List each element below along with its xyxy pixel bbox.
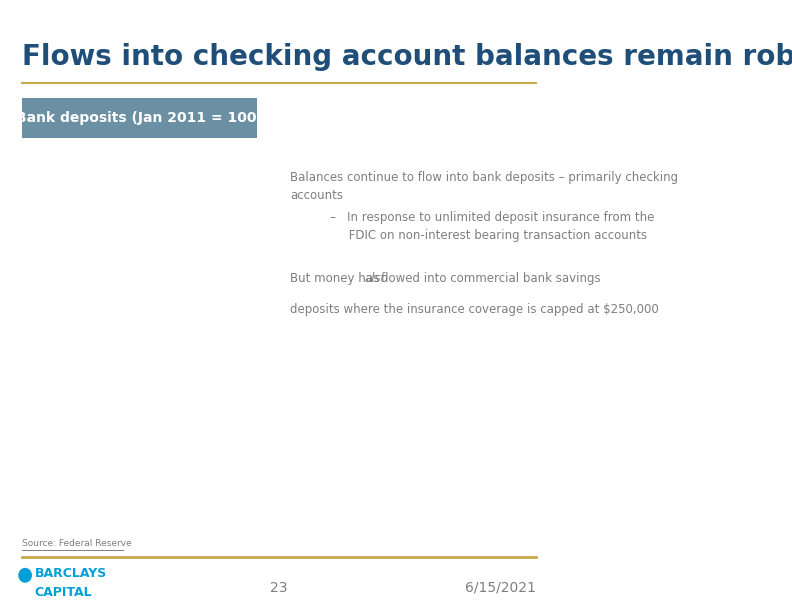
Text: 23: 23 — [271, 581, 288, 594]
Text: CAPITAL: CAPITAL — [35, 586, 92, 599]
Text: Source: Federal Reserve: Source: Federal Reserve — [22, 539, 132, 548]
Text: –   In response to unlimited deposit insurance from the
     FDIC on non-interes: – In response to unlimited deposit insur… — [329, 211, 654, 242]
Text: Bank deposits (Jan 2011 = 100): Bank deposits (Jan 2011 = 100) — [16, 111, 263, 125]
FancyBboxPatch shape — [22, 98, 257, 138]
Text: 6/15/2021: 6/15/2021 — [465, 581, 536, 594]
Text: deposits where the insurance coverage is capped at $250,000: deposits where the insurance coverage is… — [291, 303, 659, 316]
Text: also: also — [364, 272, 389, 285]
Text: Balances continue to flow into bank deposits – primarily checking
accounts: Balances continue to flow into bank depo… — [291, 171, 679, 203]
Text: Flows into checking account balances remain robust: Flows into checking account balances rem… — [22, 43, 792, 71]
Text: flowed into commercial bank savings: flowed into commercial bank savings — [382, 272, 601, 285]
Text: But money has: But money has — [291, 272, 383, 285]
Circle shape — [19, 569, 31, 582]
Text: BARCLAYS: BARCLAYS — [35, 567, 107, 580]
